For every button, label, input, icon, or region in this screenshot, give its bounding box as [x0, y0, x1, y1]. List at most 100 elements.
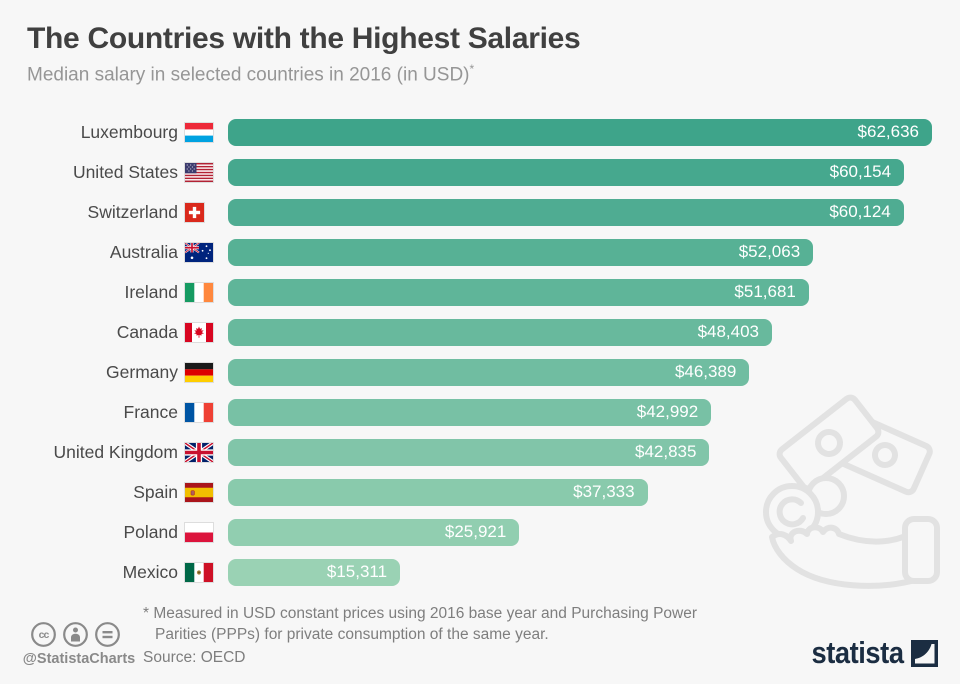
- value-label: $52,063: [738, 242, 801, 261]
- country-label: Switzerland: [87, 201, 178, 222]
- statista-mark-icon: [911, 639, 938, 667]
- flag-cell: [178, 362, 228, 382]
- bar-track: $25,921: [228, 518, 932, 546]
- chart-header: The Countries with the Highest Salaries …: [27, 22, 581, 86]
- value-label: $48,403: [697, 322, 760, 341]
- country-label: United States: [72, 161, 178, 182]
- bar-track: $48,403: [228, 318, 932, 346]
- svg-text:cc: cc: [39, 629, 50, 641]
- country-label: Luxembourg: [80, 121, 178, 142]
- bar-track: $15,311: [228, 558, 932, 586]
- salary-bar: $52,063: [228, 238, 814, 266]
- bar-row: France $42,992: [0, 392, 932, 432]
- value-label: $25,921: [444, 522, 507, 541]
- country-label: Poland: [123, 521, 179, 542]
- salary-bar: $42,835: [228, 438, 710, 466]
- country-label: Canada: [116, 321, 178, 342]
- bar-chart: Luxembourg $62,636 United States $60,154…: [0, 112, 932, 592]
- salary-bar: $60,124: [228, 198, 904, 226]
- bar-row: United Kingdom $42,835: [0, 432, 932, 472]
- salary-bar: $60,154: [228, 158, 905, 186]
- value-label: $46,389: [674, 362, 737, 381]
- country-label: Ireland: [124, 281, 178, 302]
- chart-title: The Countries with the Highest Salaries: [27, 22, 581, 55]
- flag-cell: [178, 241, 228, 262]
- footnote-marker: *: [469, 62, 475, 76]
- bar-track: $42,992: [228, 398, 932, 426]
- country-label: Mexico: [122, 561, 178, 582]
- flag-australia-icon: [184, 241, 213, 262]
- bar-track: $42,835: [228, 438, 932, 466]
- bar-track: $37,333: [228, 478, 932, 506]
- flag-cell: [178, 440, 228, 464]
- flag-cell: [178, 322, 228, 342]
- statista-charts-handle: @StatistaCharts: [22, 651, 136, 667]
- bar-row: Switzerland $60,124: [0, 192, 932, 232]
- value-label: $42,992: [636, 402, 699, 421]
- footnote: * Measured in USD constant prices using …: [143, 603, 697, 645]
- flag-luxembourg-icon: [185, 122, 213, 142]
- bar-row: Germany $46,389: [0, 352, 932, 392]
- equals-icon: [95, 622, 120, 647]
- bar-row: Canada $48,403: [0, 312, 932, 352]
- footnote-line-2: Parities (PPPs) for private consumption …: [155, 626, 549, 643]
- salary-bar: $37,333: [228, 478, 648, 506]
- salary-bar: $51,681: [228, 278, 809, 306]
- salary-bar: $15,311: [228, 558, 401, 586]
- flag-cell: [178, 122, 228, 142]
- bar-track: $52,063: [228, 238, 932, 266]
- flag-mexico-icon: [185, 562, 213, 582]
- flag-france-icon: [185, 402, 213, 422]
- flag-cell: [178, 162, 228, 182]
- flag-cell: [178, 202, 228, 222]
- value-label: $62,636: [857, 122, 919, 141]
- value-label: $51,681: [734, 282, 796, 301]
- bar-track: $60,154: [228, 158, 932, 186]
- salary-bar: $48,403: [228, 318, 773, 346]
- value-label: $15,311: [326, 562, 388, 581]
- bar-row: Spain $37,333: [0, 472, 932, 512]
- flag-ireland-icon: [185, 282, 213, 302]
- chart-subtitle: Median salary in selected countries in 2…: [27, 62, 580, 86]
- country-label: Germany: [106, 361, 178, 382]
- bar-row: Ireland $51,681: [0, 272, 932, 312]
- country-label: France: [123, 401, 178, 422]
- source-label: Source: OECD: [143, 649, 246, 666]
- salary-bar: $42,992: [228, 398, 712, 426]
- value-label: $37,333: [573, 482, 635, 501]
- flag-united-kingdom-icon: [183, 440, 215, 464]
- salary-bar: $25,921: [228, 518, 520, 546]
- flag-cell: [178, 522, 228, 542]
- attribution-person-icon: [63, 622, 88, 647]
- value-label: $42,835: [634, 442, 697, 461]
- flag-cell: [178, 402, 228, 422]
- salary-bar: $62,636: [228, 118, 932, 146]
- bar-track: $60,124: [228, 198, 932, 226]
- bar-row: Poland $25,921: [0, 512, 932, 552]
- country-label: Spain: [133, 481, 178, 502]
- bar-row: Australia $52,063: [0, 232, 932, 272]
- statista-wordmark: statista: [811, 635, 904, 670]
- flag-cell: [178, 482, 228, 502]
- flag-germany-icon: [185, 362, 213, 382]
- flag-cell: [178, 562, 228, 582]
- statista-logo: statista: [799, 635, 938, 671]
- country-label: Australia: [109, 241, 178, 262]
- salary-bar: $46,389: [228, 358, 750, 386]
- license-icons: cc: [30, 621, 121, 648]
- bar-row: Mexico $15,311: [0, 552, 932, 592]
- flag-spain-icon: [185, 482, 213, 502]
- chart-subtitle-text: Median salary in selected countries in 2…: [27, 64, 470, 86]
- bar-track: $46,389: [228, 358, 932, 386]
- bar-row: Luxembourg $62,636: [0, 112, 932, 152]
- flag-switzerland-icon: [185, 202, 204, 222]
- value-label: $60,124: [829, 202, 891, 221]
- flag-poland-icon: [185, 522, 213, 542]
- value-label: $60,154: [829, 162, 892, 181]
- flag-cell: [178, 282, 228, 302]
- bar-track: $51,681: [228, 278, 932, 306]
- country-label: United Kingdom: [53, 441, 178, 462]
- flag-canada-icon: [185, 322, 213, 342]
- footnote-line-1: * Measured in USD constant prices using …: [143, 605, 698, 622]
